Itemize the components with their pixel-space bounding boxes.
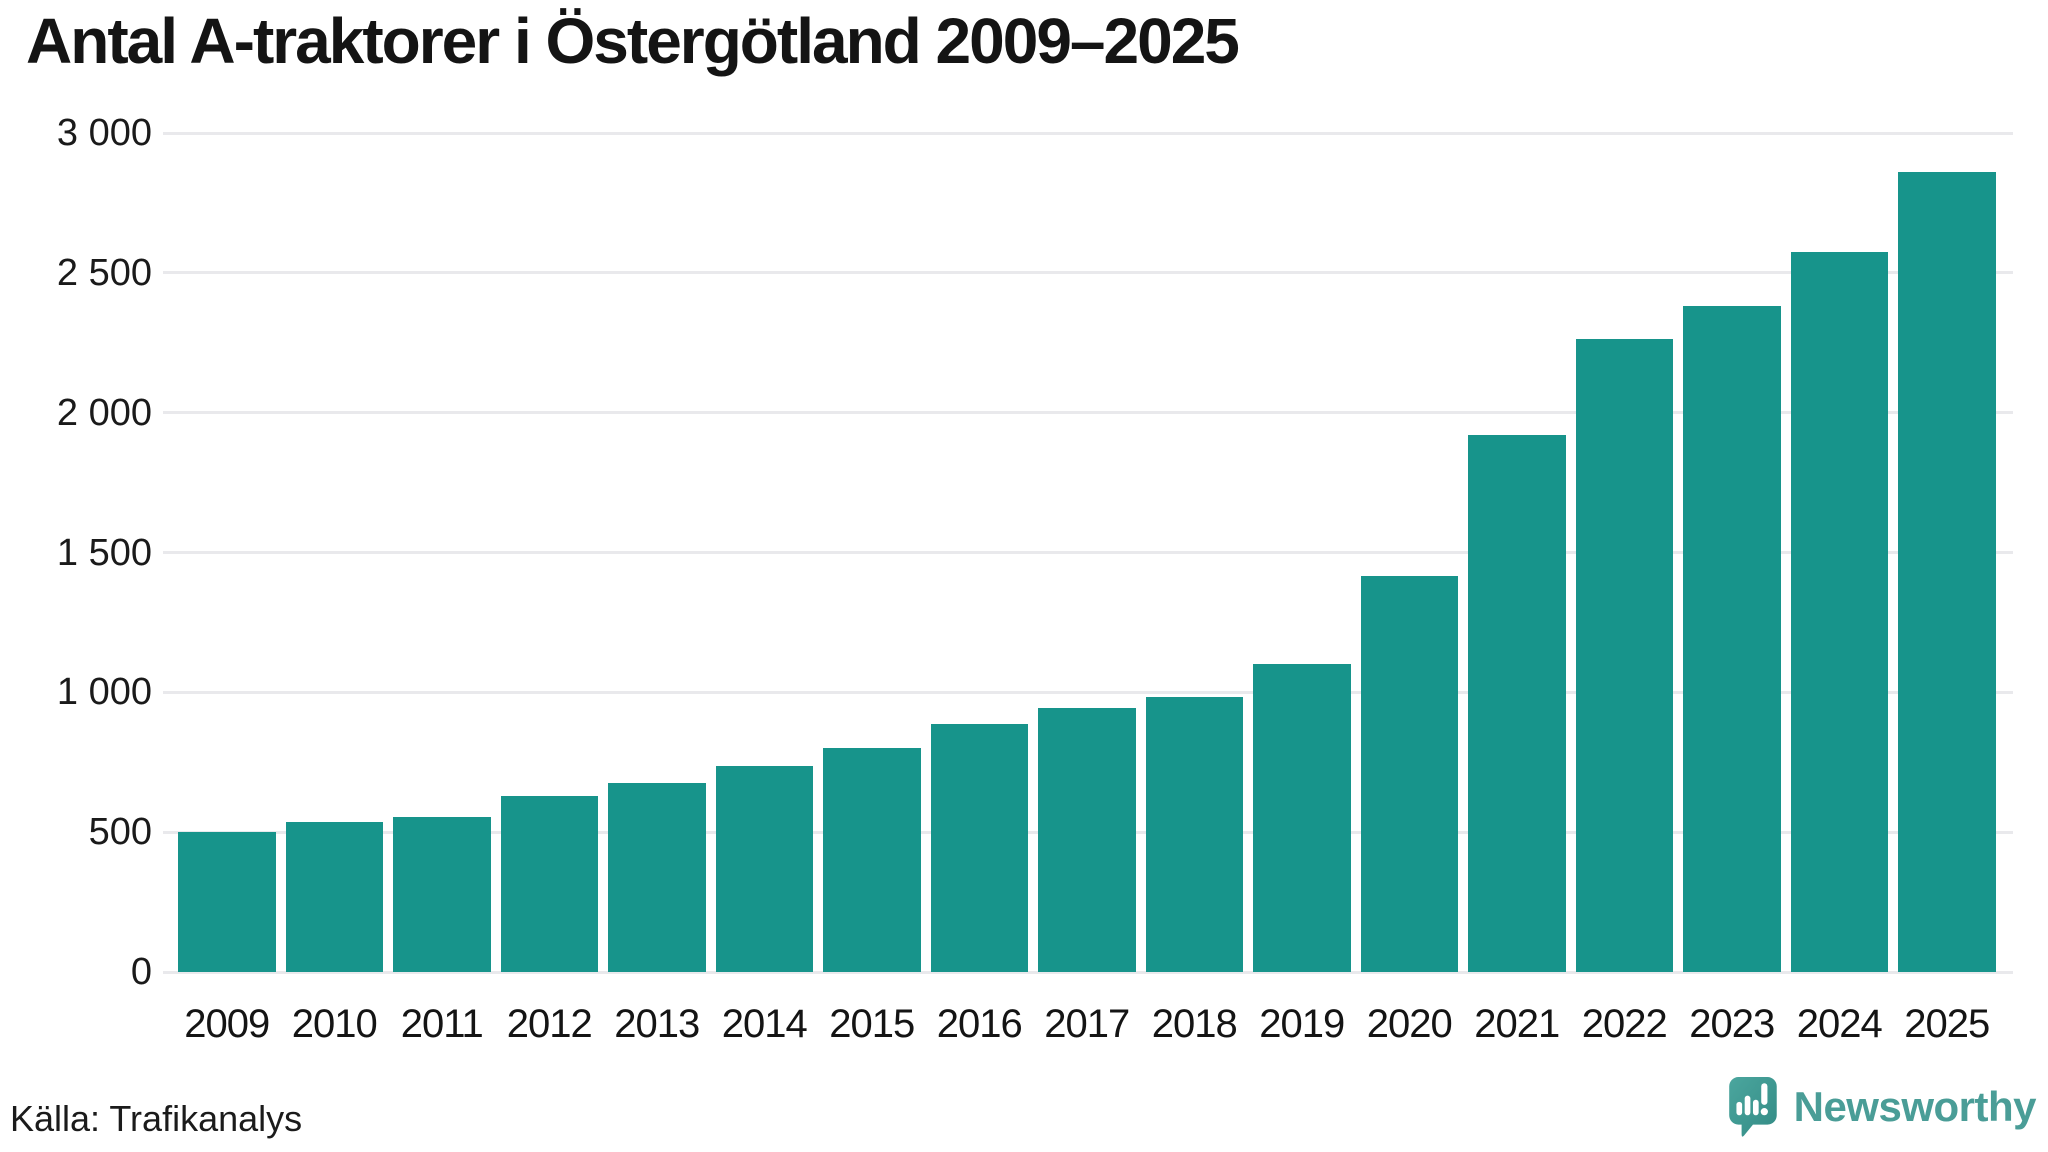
x-tick-label: 2024 (1796, 1002, 1883, 1046)
bar-2017 (1038, 707, 1136, 972)
bar-2023 (1683, 306, 1781, 972)
y-tick-label: 0 (130, 951, 152, 993)
gridline (163, 411, 2013, 415)
newsworthy-logo-text: Newsworthy (1793, 1083, 2037, 1130)
x-tick-label: 2019 (1259, 1002, 1345, 1046)
bar-2010 (285, 822, 383, 972)
bar-2013 (608, 783, 706, 972)
bar-2021 (1468, 435, 1566, 972)
bar-2022 (1575, 338, 1673, 972)
bar-2009 (178, 832, 276, 972)
bar-2018 (1145, 697, 1243, 972)
x-tick-label: 2013 (614, 1002, 700, 1046)
x-tick-label: 2016 (936, 1002, 1023, 1046)
gridline (163, 690, 2013, 694)
logo-exclamation-dot (1760, 1108, 1768, 1116)
x-tick-label: 2017 (1044, 1002, 1130, 1046)
chart-title: Antal A-traktorer i Östergötland 2009–20… (26, 5, 1240, 77)
newsworthy-logo: Newsworthy (1728, 1076, 2037, 1138)
bar-2025 (1898, 172, 1996, 972)
bar-2015 (823, 748, 921, 972)
x-tick-label: 2012 (506, 1002, 593, 1046)
source-label: Källa: Trafikanalys (10, 1098, 303, 1139)
x-tick-label: 2011 (400, 1002, 484, 1046)
y-tick-label: 500 (88, 811, 152, 854)
x-tick-label: 2023 (1689, 1002, 1775, 1046)
gridline (163, 271, 2013, 275)
x-tick-label: 2010 (291, 1002, 378, 1046)
y-tick-label: 1 000 (56, 671, 152, 714)
x-tick-label: 2021 (1474, 1002, 1560, 1046)
gridline (163, 131, 2013, 135)
logo-bar-2 (1744, 1095, 1750, 1116)
x-tick-label: 2015 (829, 1002, 915, 1046)
bar-2019 (1253, 664, 1351, 972)
x-tick-label: 2022 (1581, 1002, 1668, 1046)
y-tick-label: 2 500 (56, 251, 152, 294)
logo-bar-3 (1752, 1099, 1759, 1116)
logo-bar-1 (1736, 1101, 1742, 1116)
speech-bubble (1728, 1077, 1777, 1137)
y-tick-label: 2 000 (56, 391, 152, 434)
gridline (163, 970, 2013, 974)
bar-2016 (930, 724, 1028, 972)
gridline (163, 551, 2013, 554)
x-tick-label: 2025 (1904, 1002, 1990, 1046)
bar-2012 (500, 796, 598, 972)
x-tick-label: 2014 (721, 1002, 808, 1046)
bar-2011 (393, 816, 491, 972)
logo-exclamation-stem (1760, 1083, 1768, 1105)
bar-2024 (1790, 251, 1888, 972)
bar-2020 (1360, 576, 1458, 972)
y-tick-label: 3 000 (56, 112, 152, 154)
y-tick-label: 1 500 (56, 531, 152, 574)
newsworthy-logo-icon (1728, 1077, 1777, 1137)
x-tick-label: 2018 (1151, 1002, 1238, 1046)
bar-2014 (715, 766, 813, 972)
x-tick-label: 2020 (1366, 1002, 1453, 1046)
x-tick-label: 2009 (184, 1002, 270, 1046)
